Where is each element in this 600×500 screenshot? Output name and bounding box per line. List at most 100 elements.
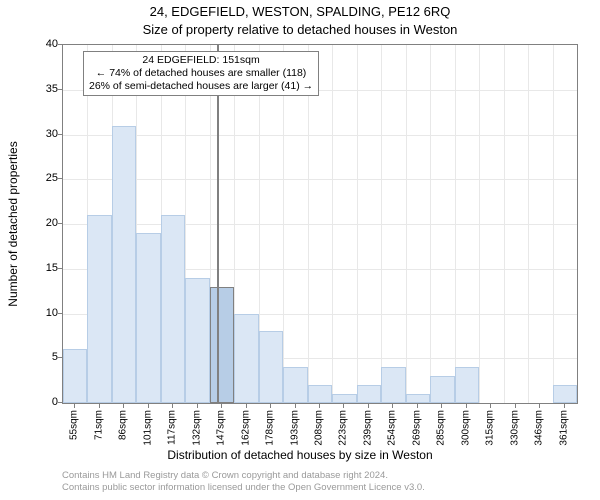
y-tick-label: 5: [28, 351, 58, 363]
plot-area: 24 EDGEFIELD: 151sqm← 74% of detached ho…: [62, 44, 578, 404]
y-tick-label: 35: [28, 83, 58, 95]
annotation-line-2: ← 74% of detached houses are smaller (11…: [89, 67, 313, 80]
y-tick-mark: [58, 402, 62, 403]
histogram-bar: [553, 385, 577, 403]
y-tick-label: 25: [28, 172, 58, 184]
x-tick-mark: [343, 404, 344, 408]
x-tick-label: 193sqm: [289, 410, 300, 446]
y-tick-label: 0: [28, 396, 58, 408]
y-tick-mark: [58, 268, 62, 269]
y-tick-mark: [58, 134, 62, 135]
x-tick-label: 162sqm: [240, 410, 251, 446]
x-tick-mark: [441, 404, 442, 408]
gridline-v: [504, 45, 505, 403]
x-tick-mark: [148, 404, 149, 408]
histogram-bar: [63, 349, 87, 403]
x-tick-label: 101sqm: [142, 410, 153, 446]
x-tick-mark: [392, 404, 393, 408]
x-tick-mark: [270, 404, 271, 408]
x-tick-mark: [319, 404, 320, 408]
credit-text: Contains HM Land Registry data © Crown c…: [62, 470, 425, 494]
y-tick-mark: [58, 313, 62, 314]
y-tick-mark: [58, 178, 62, 179]
gridline-v: [479, 45, 480, 403]
gridline-v: [528, 45, 529, 403]
gridline-h: [63, 135, 577, 136]
x-tick-mark: [466, 404, 467, 408]
x-tick-label: 178sqm: [265, 410, 276, 446]
annotation-line-3: 26% of semi-detached houses are larger (…: [89, 80, 313, 93]
credit-line-1: Contains HM Land Registry data © Crown c…: [62, 470, 425, 482]
gridline-h: [63, 224, 577, 225]
histogram-bar: [161, 215, 185, 403]
x-tick-label: 223sqm: [338, 410, 349, 446]
histogram-bar: [136, 233, 160, 403]
histogram-bar: [185, 278, 209, 403]
x-tick-mark: [515, 404, 516, 408]
x-tick-mark: [99, 404, 100, 408]
gridline-v: [332, 45, 333, 403]
x-tick-mark: [539, 404, 540, 408]
x-tick-mark: [295, 404, 296, 408]
marker-line: [217, 45, 219, 403]
x-tick-label: 71sqm: [93, 410, 104, 440]
x-tick-mark: [74, 404, 75, 408]
x-tick-mark: [246, 404, 247, 408]
y-tick-label: 20: [28, 217, 58, 229]
gridline-v: [430, 45, 431, 403]
gridline-v: [455, 45, 456, 403]
y-tick-label: 40: [28, 38, 58, 50]
x-tick-mark: [197, 404, 198, 408]
gridline-v: [381, 45, 382, 403]
y-tick-label: 30: [28, 128, 58, 140]
x-tick-label: 346sqm: [534, 410, 545, 446]
credit-line-2: Contains public sector information licen…: [62, 482, 425, 494]
histogram-bar: [259, 331, 283, 403]
histogram-bar: [406, 394, 430, 403]
x-tick-label: 361sqm: [558, 410, 569, 446]
histogram-bar: [332, 394, 356, 403]
y-tick-mark: [58, 357, 62, 358]
y-tick-mark: [58, 89, 62, 90]
y-tick-label: 10: [28, 307, 58, 319]
x-tick-mark: [490, 404, 491, 408]
y-tick-mark: [58, 44, 62, 45]
chart-container: 24, EDGEFIELD, WESTON, SPALDING, PE12 6R…: [0, 0, 600, 500]
x-tick-label: 147sqm: [216, 410, 227, 446]
histogram-bar: [381, 367, 405, 403]
gridline-h: [63, 179, 577, 180]
histogram-bar-highlight: [210, 287, 234, 403]
gridline-v: [308, 45, 309, 403]
annotation-line-1: 24 EDGEFIELD: 151sqm: [89, 54, 313, 67]
x-tick-label: 285sqm: [436, 410, 447, 446]
x-tick-mark: [564, 404, 565, 408]
histogram-bar: [234, 314, 258, 404]
histogram-bar: [455, 367, 479, 403]
x-tick-mark: [123, 404, 124, 408]
histogram-bar: [87, 215, 111, 403]
y-tick-mark: [58, 223, 62, 224]
x-tick-label: 330sqm: [509, 410, 520, 446]
page-subtitle: Size of property relative to detached ho…: [0, 22, 600, 37]
histogram-bar: [308, 385, 332, 403]
y-axis-label: Number of detached properties: [6, 141, 20, 306]
histogram-bar: [283, 367, 307, 403]
x-tick-label: 55sqm: [69, 410, 80, 440]
histogram-bar: [112, 126, 136, 403]
x-tick-label: 315sqm: [485, 410, 496, 446]
x-tick-mark: [368, 404, 369, 408]
histogram-bar: [430, 376, 454, 403]
x-tick-label: 86sqm: [118, 410, 129, 440]
gridline-v: [357, 45, 358, 403]
x-tick-label: 208sqm: [314, 410, 325, 446]
x-tick-label: 254sqm: [387, 410, 398, 446]
x-tick-mark: [417, 404, 418, 408]
x-tick-mark: [221, 404, 222, 408]
histogram-bar: [357, 385, 381, 403]
x-tick-mark: [172, 404, 173, 408]
gridline-v: [406, 45, 407, 403]
x-tick-label: 132sqm: [191, 410, 202, 446]
x-tick-label: 300sqm: [460, 410, 471, 446]
x-axis-label: Distribution of detached houses by size …: [0, 448, 600, 462]
annotation-box: 24 EDGEFIELD: 151sqm← 74% of detached ho…: [83, 51, 319, 96]
